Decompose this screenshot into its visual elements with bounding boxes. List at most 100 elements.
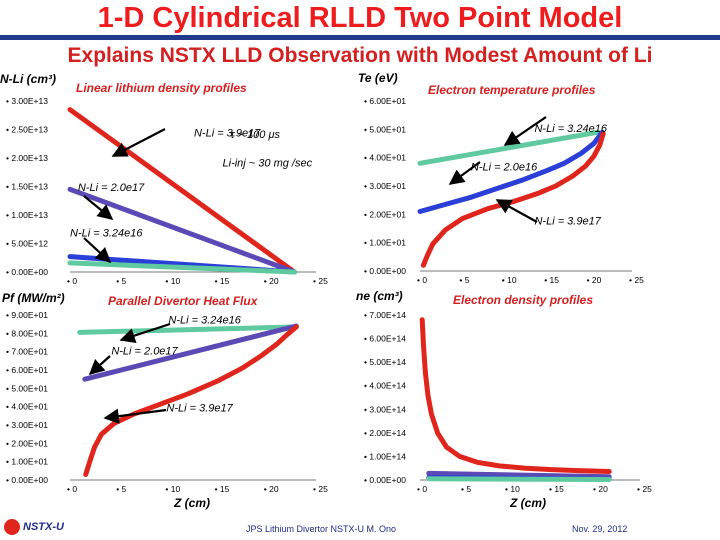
te-x-tick-label: • 0 bbox=[417, 275, 427, 285]
footer-credit: JPS Lithium Divertor NSTX-U M. Ono bbox=[246, 524, 397, 534]
z-axis-label: Z (cm) bbox=[509, 496, 546, 510]
te-ylabel: Te (eV) bbox=[358, 71, 398, 85]
pf-x-tick-label: • 25 bbox=[313, 484, 328, 494]
li-y-tick-label: • 1.00E+13 bbox=[6, 210, 48, 220]
pf-series-2 bbox=[83, 324, 299, 477]
li-arrow-icon bbox=[83, 237, 112, 264]
slide-title: 1-D Cylindrical RLLD Two Point Model bbox=[97, 2, 623, 34]
pf-y-tick-label: • 9.00E+01 bbox=[6, 310, 48, 320]
te-arrow-icon bbox=[495, 199, 538, 223]
li-title: Linear lithium density profiles bbox=[76, 81, 247, 95]
pf-y-tick-label: • 1.00E+01 bbox=[6, 457, 48, 467]
li-y-tick-label: • 2.50E+13 bbox=[6, 125, 48, 135]
pf-y-tick-label: • 5.00E+01 bbox=[6, 383, 48, 393]
ne-y-tick-label: • 5.00E+14 bbox=[364, 357, 406, 367]
te-annotation: N-Li = 2.0e16 bbox=[471, 161, 538, 173]
li-arrow-icon bbox=[111, 128, 166, 157]
logo-text: NSTX-U bbox=[23, 521, 64, 533]
li-x-tick-label: • 15 bbox=[215, 276, 230, 286]
slide-subtitle: Explains NSTX LLD Observation with Modes… bbox=[67, 44, 653, 67]
ne-y-tick-label: • 3.00E+14 bbox=[364, 404, 406, 414]
li-x-tick-label: • 20 bbox=[264, 276, 279, 286]
li-annotation: Li-inj ~ 30 mg /sec bbox=[223, 158, 313, 170]
li-y-tick-label: • 3.00E+13 bbox=[6, 96, 48, 106]
li-x-tick-label: • 10 bbox=[165, 276, 180, 286]
te-series-0 bbox=[417, 129, 601, 166]
pf-annotation: N-Li = 3.9e17 bbox=[166, 402, 233, 414]
te-y-tick-label: • 5.00E+01 bbox=[364, 124, 406, 134]
ne-y-tick-label: • 7.00E+14 bbox=[364, 310, 406, 320]
li-series-1 bbox=[67, 186, 297, 275]
te-y-tick-label: • 3.00E+01 bbox=[364, 181, 406, 191]
ne-y-tick-label: • 1.00E+14 bbox=[364, 451, 406, 461]
pf-x-tick-label: • 0 bbox=[67, 484, 77, 494]
ne-series-3 bbox=[426, 476, 612, 482]
li-y-tick-label: • 5.00E+12 bbox=[6, 239, 48, 249]
pf-y-tick-label: • 2.00E+01 bbox=[6, 438, 48, 448]
ne-series-0 bbox=[419, 317, 612, 474]
ne-ylabel: ne (cm³) bbox=[356, 289, 403, 303]
li-y-tick-label: • 2.00E+13 bbox=[6, 153, 48, 163]
li-y-tick-label: • 1.50E+13 bbox=[6, 182, 48, 192]
te-x-tick-label: • 20 bbox=[587, 275, 602, 285]
pf-ylabel: Pf (MW/m²) bbox=[2, 291, 65, 305]
ne-title: Electron density profiles bbox=[453, 293, 593, 307]
te-series-1 bbox=[417, 129, 605, 214]
pf-y-tick-label: • 6.00E+01 bbox=[6, 365, 48, 375]
ne-series-1 bbox=[426, 470, 612, 480]
te-y-tick-label: • 2.00E+01 bbox=[364, 209, 406, 219]
pf-y-tick-label: • 3.00E+01 bbox=[6, 420, 48, 430]
te-arrow-icon bbox=[503, 116, 547, 146]
li-annotation: τ ~ 100 μs bbox=[230, 129, 280, 141]
ne-x-tick-label: • 15 bbox=[549, 484, 564, 494]
te-arrow-icon bbox=[448, 161, 481, 185]
ne-x-tick-label: • 5 bbox=[461, 484, 471, 494]
pf-arrow-icon bbox=[88, 355, 111, 376]
pf-annotation: N-Li = 3.24e16 bbox=[168, 314, 241, 326]
ne-x-tick-label: • 25 bbox=[637, 484, 652, 494]
li-x-tick-label: • 0 bbox=[67, 276, 77, 286]
pf-arrow-icon bbox=[103, 408, 167, 424]
footer-date: Nov. 29, 2012 bbox=[572, 524, 628, 534]
li-series-3 bbox=[67, 260, 297, 275]
te-title: Electron temperature profiles bbox=[428, 83, 596, 97]
li-arrow-icon bbox=[83, 195, 114, 220]
te-x-tick-label: • 5 bbox=[459, 275, 469, 285]
title-divider bbox=[0, 35, 720, 40]
pf-y-tick-label: • 7.00E+01 bbox=[6, 347, 48, 357]
ne-x-tick-label: • 10 bbox=[505, 484, 520, 494]
li-series-0 bbox=[67, 107, 297, 275]
ne-x-tick-label: • 20 bbox=[593, 484, 608, 494]
pf-series-1 bbox=[82, 323, 299, 382]
li-annotation: N-Li = 3.24e16 bbox=[70, 228, 143, 240]
te-annotation: N-Li = 3.24e16 bbox=[534, 123, 607, 135]
li-annotation: N-Li = 2.0e17 bbox=[78, 182, 145, 194]
pf-x-tick-label: • 20 bbox=[264, 484, 279, 494]
pf-y-tick-label: • 8.00E+01 bbox=[6, 328, 48, 338]
pf-arrow-icon bbox=[119, 322, 171, 344]
te-y-tick-label: • 6.00E+01 bbox=[364, 96, 406, 106]
te-x-tick-label: • 15 bbox=[544, 275, 559, 285]
pf-series-0 bbox=[77, 324, 299, 335]
pf-x-tick-label: • 15 bbox=[215, 484, 230, 494]
logo-icon bbox=[4, 519, 20, 535]
ne-y-tick-label: • 2.00E+14 bbox=[364, 428, 406, 438]
ne-x-tick-label: • 0 bbox=[417, 484, 427, 494]
pf-x-tick-label: • 5 bbox=[116, 484, 126, 494]
ne-y-tick-label: • 0.00E+00 bbox=[364, 475, 406, 485]
pf-y-tick-label: • 4.00E+01 bbox=[6, 402, 48, 412]
te-y-tick-label: • 1.00E+01 bbox=[364, 238, 406, 248]
pf-y-tick-label: • 0.00E+00 bbox=[6, 475, 48, 485]
ne-y-tick-label: • 4.00E+14 bbox=[364, 381, 406, 391]
li-x-tick-label: • 5 bbox=[116, 276, 126, 286]
te-x-tick-label: • 25 bbox=[629, 275, 644, 285]
te-y-tick-label: • 4.00E+01 bbox=[364, 153, 406, 163]
pf-x-tick-label: • 10 bbox=[165, 484, 180, 494]
li-annotation: N-Li = 3.9e17 bbox=[194, 127, 261, 139]
pf-annotation: N-Li = 2.0e17 bbox=[111, 345, 178, 357]
te-x-tick-label: • 10 bbox=[502, 275, 517, 285]
te-annotation: N-Li = 3.9e17 bbox=[534, 215, 601, 227]
te-y-tick-label: • 0.00E+00 bbox=[364, 266, 406, 276]
li-ylabel: N-Li (cm³) bbox=[0, 72, 56, 86]
